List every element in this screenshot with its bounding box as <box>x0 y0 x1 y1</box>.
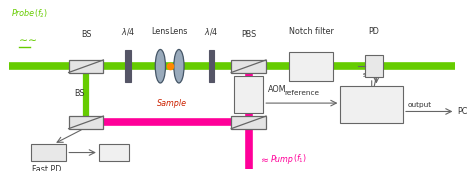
Text: Fast PD: Fast PD <box>32 165 61 171</box>
Text: BS: BS <box>81 30 91 39</box>
Bar <box>340 86 403 123</box>
Text: reference: reference <box>284 90 319 96</box>
Text: PC: PC <box>457 107 468 116</box>
Bar <box>365 55 383 77</box>
Text: $\approx$: $\approx$ <box>259 155 270 164</box>
Text: $\lambda$/4: $\lambda$/4 <box>204 25 219 37</box>
Text: AOM: AOM <box>268 85 287 94</box>
Bar <box>99 144 129 161</box>
Bar <box>125 50 131 82</box>
Text: $\sim\!\!\sim$: $\sim\!\!\sim$ <box>16 34 38 44</box>
Text: Lens: Lens <box>151 27 170 36</box>
Polygon shape <box>231 60 266 73</box>
Ellipse shape <box>174 49 184 83</box>
Bar <box>234 76 263 113</box>
Text: FC: FC <box>109 148 119 157</box>
Bar <box>31 144 66 161</box>
Polygon shape <box>69 60 103 73</box>
Text: BS: BS <box>74 89 84 98</box>
Text: $(f_1)$: $(f_1)$ <box>293 153 307 166</box>
Polygon shape <box>231 116 266 129</box>
Bar <box>289 52 333 81</box>
Text: Probe: Probe <box>12 9 35 18</box>
Bar <box>209 50 214 82</box>
Text: Lens: Lens <box>170 27 188 36</box>
Text: Notch filter: Notch filter <box>289 27 334 36</box>
Text: output: output <box>408 102 432 108</box>
Text: Pump: Pump <box>271 155 294 164</box>
Text: PD: PD <box>369 27 380 36</box>
Text: Sample: Sample <box>157 99 187 108</box>
Ellipse shape <box>155 49 165 83</box>
Text: signal: signal <box>363 72 385 78</box>
Text: Lock-in: Lock-in <box>357 94 386 103</box>
Polygon shape <box>69 116 103 129</box>
Text: $\lambda$/4: $\lambda$/4 <box>121 25 135 37</box>
Text: amplifier: amplifier <box>354 107 390 116</box>
Text: PBS: PBS <box>241 30 256 39</box>
Text: BS: BS <box>243 89 254 98</box>
Text: $(f_2)$: $(f_2)$ <box>34 7 48 20</box>
